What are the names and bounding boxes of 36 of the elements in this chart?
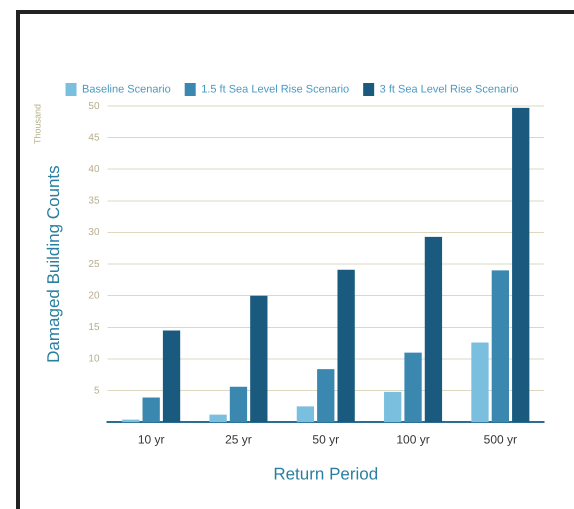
y-tick-label: 10 [88, 354, 100, 365]
bar [384, 392, 402, 422]
bar [404, 352, 422, 422]
legend-label: Baseline Scenario [82, 84, 171, 96]
y-tick-label: 25 [88, 258, 100, 270]
bar [512, 108, 530, 422]
bar [250, 296, 268, 422]
text: Thousand [32, 104, 42, 144]
bar [209, 414, 227, 422]
bar [142, 398, 160, 422]
bar [471, 342, 489, 422]
x-tick-label: 25 yr [225, 432, 252, 447]
y-tick-label: 40 [88, 164, 100, 175]
y-tick-label: 15 [88, 322, 100, 334]
bar [230, 386, 248, 422]
x-tick-label: 500 yr [484, 432, 518, 447]
legend-label: 1.5 ft Sea Level Rise Scenario [201, 84, 350, 96]
y-axis-title: Damaged Building Counts [44, 165, 63, 363]
bar [162, 330, 180, 422]
bar [317, 369, 334, 422]
bar [122, 420, 140, 422]
y-tick-label: 30 [88, 227, 100, 238]
x-tick-label: 100 yr [396, 432, 430, 447]
bar [337, 270, 355, 422]
y-tick-label: 5 [94, 385, 100, 396]
bar [296, 406, 314, 422]
x-tick-label: 10 yr [138, 432, 165, 447]
legend-label: 3 ft Sea Level Rise Scenario [380, 84, 518, 96]
y-tick-label: 45 [88, 132, 100, 144]
y-tick-label: 50 [88, 100, 100, 112]
bar [492, 270, 510, 422]
y-tick-label: 35 [88, 196, 100, 207]
y-tick-label: 20 [88, 290, 100, 302]
bar [424, 236, 442, 422]
x-axis-title: Return Period [273, 464, 378, 484]
x-tick-label: 50 yr [312, 432, 340, 447]
